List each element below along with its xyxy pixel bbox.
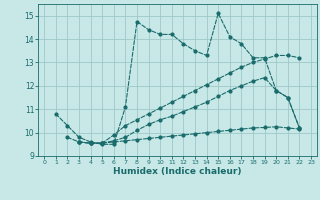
X-axis label: Humidex (Indice chaleur): Humidex (Indice chaleur) — [113, 167, 242, 176]
